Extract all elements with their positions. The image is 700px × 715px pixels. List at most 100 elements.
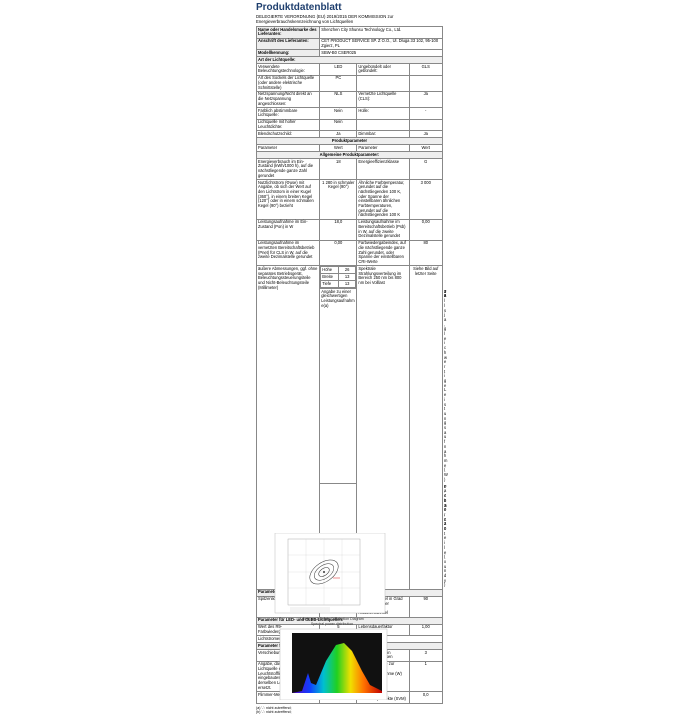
section-heading: Art der Lichtquelle: <box>257 57 443 64</box>
section-heading: Allgemeine Produktparameter: <box>257 152 443 159</box>
table-row: Netzspannung/Nicht direkt an die Netzspa… <box>257 91 443 107</box>
dimension-label: Breite <box>321 274 339 281</box>
page: Produktdatenblatt DELEGIERTE VERORDNUNG … <box>0 0 700 700</box>
field-value: SBW-B0 CSER025 <box>320 50 443 57</box>
param-value: G <box>409 158 442 179</box>
table-row: Name oder Handelsmarke des Lieferanten:S… <box>257 27 443 39</box>
field-value: Shenzhen City Shunsu Technology Co., Ltd… <box>320 27 443 39</box>
diagram-footer <box>290 607 330 612</box>
footnote: (b) '-': nicht zutreffend; <box>256 710 443 715</box>
param-label: Farblich abstimmbare Lichtquelle: <box>257 108 320 120</box>
field-label: Modellkennung: <box>257 50 320 57</box>
param-value: 1,00 <box>409 624 442 636</box>
table-row: Art der Lichtquelle: <box>257 57 443 64</box>
param-label: Angabe zu einer gleichwertigen Leistungs… <box>320 289 357 484</box>
param-label: Ähnliche Farbtemperatur, gerundet auf di… <box>357 179 409 219</box>
intensity-caption: Luminous Intensity Distribution Diagram <box>300 617 364 621</box>
intro: DELEGIERTE VERORDNUNG (EU) 2019/2015 DER… <box>256 14 443 24</box>
table-row: Lichtquelle mit hoher Leuchtdichte:Nein <box>257 119 443 131</box>
param-value: 1 <box>409 661 442 691</box>
param-label: Energieeffizienzklasse <box>357 158 409 179</box>
param-value: 18,0 <box>320 219 357 240</box>
param-value: Wert <box>320 145 357 152</box>
param-value: Wert <box>409 145 442 152</box>
param-label: Farbwiedergabeindex, auf die nächstliege… <box>357 240 409 266</box>
param-label: Leistungsaufnahme im vernetzten Bereitsc… <box>257 240 320 266</box>
param-value <box>409 75 442 91</box>
table-row: Allgemeine Produktparameter: <box>257 152 443 159</box>
param-value: GLS <box>409 63 442 75</box>
param-label: Blendschutzschild: <box>257 131 320 138</box>
param-value <box>409 119 442 131</box>
table-row: Leistungsaufnahme im vernetzten Bereitsc… <box>257 240 443 266</box>
param-label: Leistungsaufnahme im Ein-Zustand (Pon) i… <box>257 219 320 240</box>
param-value: 0,00 <box>320 240 357 266</box>
dimension-value: 26 <box>338 267 356 274</box>
param-value: Ja <box>320 131 357 138</box>
table-row: Leistungsaufnahme im Ein-Zustand (Pon) i… <box>257 219 443 240</box>
param-value: 0,0 <box>409 691 442 703</box>
dimension-value: 13 <box>338 281 356 288</box>
param-value: Nein <box>320 119 357 131</box>
title: Produktdatenblatt <box>256 2 443 13</box>
dimension-label: Höhe <box>321 267 339 274</box>
dimension-label: Tiefe <box>321 281 339 288</box>
footnotes: (a) '-': nicht zutreffend;(b) '-': nicht… <box>256 706 443 715</box>
param-value: Ja <box>409 91 442 107</box>
param-label: Art des Sockels der Lichtquelle (oder an… <box>257 75 320 91</box>
field-label: Anschrift des Lieferanten: <box>257 38 320 50</box>
table-row: Nutzlichtstrom (Φuse) mit Angabe, ob sic… <box>257 179 443 219</box>
param-value: Ja <box>409 131 442 138</box>
param-value: Siehe Bild auf letzter Seite <box>409 266 442 589</box>
figures: Luminous Intensity Distribution Diagram … <box>270 533 395 700</box>
param-value: 3 <box>409 649 442 661</box>
param-label: Lichtquelle mit hoher Leuchtdichte: <box>257 119 320 131</box>
param-label: Parameter <box>257 145 320 152</box>
param-value: Nein <box>320 108 357 120</box>
param-value: 90 <box>409 596 442 617</box>
param-value: 18 <box>320 158 357 179</box>
param-value: 1 280 in schmaler Kegel (90°) <box>320 179 357 219</box>
param-value: NLS <box>320 91 357 107</box>
intensity-diagram <box>275 533 385 613</box>
param-label: Ungebündelt oder gebündelt: <box>357 63 409 75</box>
param-label: Energieverbrauch im Ein-Zustand (kWh/100… <box>257 158 320 179</box>
chromaticity-point <box>323 571 325 573</box>
param-value: 0,00 <box>409 219 442 240</box>
param-value: LED <box>320 63 357 75</box>
param-label: Hülle: <box>357 108 409 120</box>
param-label: Nutzlichtstrom (Φuse) mit Angabe, ob sic… <box>257 179 320 219</box>
table-row: Produktparameter <box>257 138 443 145</box>
section-heading: Produktparameter <box>257 138 443 145</box>
param-value: PC <box>320 75 357 91</box>
dimension-value: 13 <box>338 274 356 281</box>
spectrum-caption: Spectral power distribution <box>311 622 353 626</box>
table-row: Anschrift des Lieferanten:CET PRODUCT SE… <box>257 38 443 50</box>
param-value: 3 000 <box>409 179 442 219</box>
field-label: Name oder Handelsmarke des Lieferanten: <box>257 27 320 39</box>
field-value: CET PRODUCT SERVICE SP. Z O.O., Ul. Dlug… <box>320 38 443 50</box>
param-label <box>357 119 409 131</box>
param-label: Vernetzte Lichtquelle (CLS): <box>357 91 409 107</box>
table-row: Art des Sockels der Lichtquelle (oder an… <box>257 75 443 91</box>
param-label: Parameter <box>357 145 409 152</box>
table-row: Modellkennung:SBW-B0 CSER025 <box>257 50 443 57</box>
param-label <box>357 75 409 91</box>
table-row: äußere Abmessungen, ggf. ohne separates … <box>257 266 443 289</box>
table-row: Energieverbrauch im Ein-Zustand (kWh/100… <box>257 158 443 179</box>
param-value: - <box>409 108 442 120</box>
param-label: Dimmbar: <box>357 131 409 138</box>
param-label: Leistungsaufnahme im Bereitschaftsbetrie… <box>357 219 409 240</box>
param-label: Verwendete Beleuchtungstechnologie: <box>257 63 320 75</box>
param-label: Netzspannung/Nicht direkt an die Netzspa… <box>257 91 320 107</box>
param-value: 80 <box>409 240 442 266</box>
